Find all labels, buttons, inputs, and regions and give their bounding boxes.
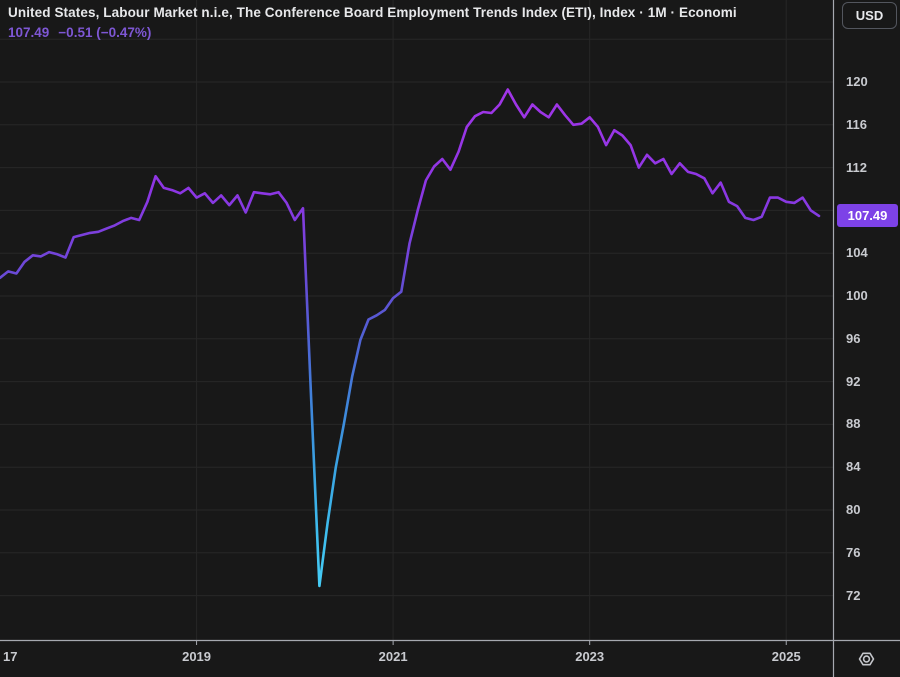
last-price-badge: 107.49 [837, 204, 898, 228]
time-tick-label: 2019 [182, 649, 212, 664]
price-tick-label: 92 [846, 373, 861, 389]
price-scale[interactable]: 120 116 112 104 100 96 92 88 84 80 76 72 [846, 0, 900, 641]
price-tick-label: 96 [846, 330, 861, 346]
time-tick-label: 17 [3, 649, 18, 664]
price-tick-label: 80 [846, 502, 861, 517]
hexagon-dot-icon [858, 652, 875, 666]
price-tick-label: 104 [846, 245, 868, 261]
price-tick-label: 76 [846, 544, 861, 560]
scale-settings-icon[interactable] [854, 649, 879, 669]
price-tick-label: 88 [846, 416, 861, 432]
currency-button[interactable]: USD [842, 2, 897, 29]
time-tick-label: 2025 [771, 649, 801, 664]
price-tick-label: 112 [846, 159, 867, 175]
time-tick-label: 2021 [378, 649, 408, 664]
price-tick-label: 120 [846, 74, 868, 89]
price-tick-label: 72 [846, 587, 861, 603]
price-tick-label: 116 [846, 116, 867, 132]
time-tick-label: 2023 [575, 649, 605, 664]
price-tick-label: 84 [846, 459, 861, 475]
price-tick-label: 100 [846, 288, 868, 303]
time-scale[interactable]: 17 2019 2021 2023 2025 [0, 646, 833, 677]
